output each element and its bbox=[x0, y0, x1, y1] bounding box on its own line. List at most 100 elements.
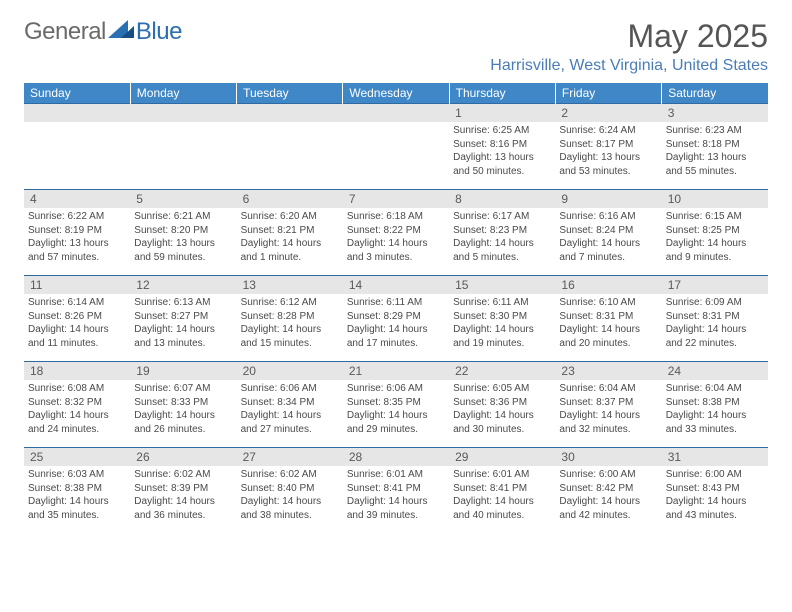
day-number: 7 bbox=[343, 190, 449, 208]
day-number: 23 bbox=[555, 362, 661, 380]
logo: General Blue bbox=[24, 18, 182, 46]
calendar-week-row: 1Sunrise: 6:25 AMSunset: 8:16 PMDaylight… bbox=[24, 104, 768, 190]
day-detail-line: Daylight: 13 hours and 57 minutes. bbox=[28, 237, 124, 264]
day-details bbox=[24, 122, 130, 126]
day-detail-line: Sunset: 8:25 PM bbox=[666, 224, 762, 238]
calendar-cell: 9Sunrise: 6:16 AMSunset: 8:24 PMDaylight… bbox=[555, 190, 661, 276]
day-detail-line: Sunset: 8:27 PM bbox=[134, 310, 230, 324]
calendar-cell: 30Sunrise: 6:00 AMSunset: 8:42 PMDayligh… bbox=[555, 448, 661, 534]
calendar-cell: 5Sunrise: 6:21 AMSunset: 8:20 PMDaylight… bbox=[130, 190, 236, 276]
day-number: 9 bbox=[555, 190, 661, 208]
calendar-cell: 20Sunrise: 6:06 AMSunset: 8:34 PMDayligh… bbox=[237, 362, 343, 448]
day-detail-line: Daylight: 14 hours and 43 minutes. bbox=[666, 495, 762, 522]
day-number: 30 bbox=[555, 448, 661, 466]
logo-text-2: Blue bbox=[136, 18, 182, 46]
day-detail-line: Sunrise: 6:08 AM bbox=[28, 382, 124, 396]
day-detail-line: Sunrise: 6:02 AM bbox=[134, 468, 230, 482]
calendar-week-row: 4Sunrise: 6:22 AMSunset: 8:19 PMDaylight… bbox=[24, 190, 768, 276]
calendar-cell bbox=[130, 104, 236, 190]
day-details: Sunrise: 6:12 AMSunset: 8:28 PMDaylight:… bbox=[237, 294, 343, 352]
day-detail-line: Daylight: 14 hours and 39 minutes. bbox=[347, 495, 443, 522]
day-detail-line: Sunrise: 6:07 AM bbox=[134, 382, 230, 396]
weekday-header: Friday bbox=[555, 83, 661, 104]
day-number: 25 bbox=[24, 448, 130, 466]
location-subtitle: Harrisville, West Virginia, United State… bbox=[490, 57, 768, 75]
day-details: Sunrise: 6:23 AMSunset: 8:18 PMDaylight:… bbox=[662, 122, 768, 180]
day-detail-line: Sunset: 8:20 PM bbox=[134, 224, 230, 238]
day-detail-line: Sunrise: 6:04 AM bbox=[559, 382, 655, 396]
day-detail-line: Sunrise: 6:25 AM bbox=[453, 124, 549, 138]
day-detail-line: Sunset: 8:38 PM bbox=[28, 482, 124, 496]
title-block: May 2025 Harrisville, West Virginia, Uni… bbox=[490, 18, 768, 75]
day-detail-line: Sunset: 8:31 PM bbox=[666, 310, 762, 324]
day-number bbox=[237, 104, 343, 122]
day-details: Sunrise: 6:04 AMSunset: 8:37 PMDaylight:… bbox=[555, 380, 661, 438]
day-number: 8 bbox=[449, 190, 555, 208]
calendar-cell: 15Sunrise: 6:11 AMSunset: 8:30 PMDayligh… bbox=[449, 276, 555, 362]
day-number: 5 bbox=[130, 190, 236, 208]
day-detail-line: Daylight: 14 hours and 9 minutes. bbox=[666, 237, 762, 264]
day-detail-line: Sunset: 8:37 PM bbox=[559, 396, 655, 410]
day-number: 3 bbox=[662, 104, 768, 122]
calendar-cell: 13Sunrise: 6:12 AMSunset: 8:28 PMDayligh… bbox=[237, 276, 343, 362]
day-detail-line: Daylight: 13 hours and 53 minutes. bbox=[559, 151, 655, 178]
day-number: 22 bbox=[449, 362, 555, 380]
day-number: 6 bbox=[237, 190, 343, 208]
day-detail-line: Daylight: 14 hours and 26 minutes. bbox=[134, 409, 230, 436]
calendar-cell: 3Sunrise: 6:23 AMSunset: 8:18 PMDaylight… bbox=[662, 104, 768, 190]
day-details: Sunrise: 6:02 AMSunset: 8:40 PMDaylight:… bbox=[237, 466, 343, 524]
day-details: Sunrise: 6:21 AMSunset: 8:20 PMDaylight:… bbox=[130, 208, 236, 266]
calendar-body: 1Sunrise: 6:25 AMSunset: 8:16 PMDaylight… bbox=[24, 104, 768, 534]
calendar-cell: 19Sunrise: 6:07 AMSunset: 8:33 PMDayligh… bbox=[130, 362, 236, 448]
day-detail-line: Sunset: 8:33 PM bbox=[134, 396, 230, 410]
day-detail-line: Sunset: 8:40 PM bbox=[241, 482, 337, 496]
day-detail-line: Sunset: 8:18 PM bbox=[666, 138, 762, 152]
day-details: Sunrise: 6:04 AMSunset: 8:38 PMDaylight:… bbox=[662, 380, 768, 438]
day-detail-line: Daylight: 14 hours and 20 minutes. bbox=[559, 323, 655, 350]
calendar-cell: 28Sunrise: 6:01 AMSunset: 8:41 PMDayligh… bbox=[343, 448, 449, 534]
day-detail-line: Daylight: 14 hours and 35 minutes. bbox=[28, 495, 124, 522]
logo-text-1: General bbox=[24, 18, 106, 46]
weekday-header: Sunday bbox=[24, 83, 130, 104]
day-detail-line: Sunrise: 6:18 AM bbox=[347, 210, 443, 224]
calendar-cell: 18Sunrise: 6:08 AMSunset: 8:32 PMDayligh… bbox=[24, 362, 130, 448]
day-detail-line: Sunrise: 6:13 AM bbox=[134, 296, 230, 310]
calendar-week-row: 25Sunrise: 6:03 AMSunset: 8:38 PMDayligh… bbox=[24, 448, 768, 534]
day-detail-line: Sunrise: 6:24 AM bbox=[559, 124, 655, 138]
day-details: Sunrise: 6:22 AMSunset: 8:19 PMDaylight:… bbox=[24, 208, 130, 266]
day-number bbox=[130, 104, 236, 122]
day-number: 14 bbox=[343, 276, 449, 294]
day-details: Sunrise: 6:00 AMSunset: 8:43 PMDaylight:… bbox=[662, 466, 768, 524]
day-detail-line: Daylight: 14 hours and 17 minutes. bbox=[347, 323, 443, 350]
day-number: 18 bbox=[24, 362, 130, 380]
day-detail-line: Daylight: 14 hours and 5 minutes. bbox=[453, 237, 549, 264]
day-details bbox=[237, 122, 343, 126]
day-detail-line: Daylight: 14 hours and 3 minutes. bbox=[347, 237, 443, 264]
calendar-cell bbox=[237, 104, 343, 190]
day-detail-line: Sunset: 8:28 PM bbox=[241, 310, 337, 324]
calendar-cell: 22Sunrise: 6:05 AMSunset: 8:36 PMDayligh… bbox=[449, 362, 555, 448]
day-detail-line: Daylight: 14 hours and 11 minutes. bbox=[28, 323, 124, 350]
calendar-cell: 16Sunrise: 6:10 AMSunset: 8:31 PMDayligh… bbox=[555, 276, 661, 362]
calendar-week-row: 11Sunrise: 6:14 AMSunset: 8:26 PMDayligh… bbox=[24, 276, 768, 362]
day-detail-line: Daylight: 14 hours and 36 minutes. bbox=[134, 495, 230, 522]
day-detail-line: Daylight: 13 hours and 50 minutes. bbox=[453, 151, 549, 178]
day-detail-line: Sunrise: 6:09 AM bbox=[666, 296, 762, 310]
page-title: May 2025 bbox=[490, 18, 768, 55]
day-detail-line: Daylight: 14 hours and 22 minutes. bbox=[666, 323, 762, 350]
day-detail-line: Sunset: 8:43 PM bbox=[666, 482, 762, 496]
day-number: 4 bbox=[24, 190, 130, 208]
calendar-cell: 29Sunrise: 6:01 AMSunset: 8:41 PMDayligh… bbox=[449, 448, 555, 534]
day-detail-line: Sunrise: 6:03 AM bbox=[28, 468, 124, 482]
day-detail-line: Daylight: 14 hours and 32 minutes. bbox=[559, 409, 655, 436]
day-detail-line: Daylight: 14 hours and 30 minutes. bbox=[453, 409, 549, 436]
calendar-table: SundayMondayTuesdayWednesdayThursdayFrid… bbox=[24, 83, 768, 534]
day-detail-line: Sunset: 8:31 PM bbox=[559, 310, 655, 324]
day-detail-line: Daylight: 13 hours and 55 minutes. bbox=[666, 151, 762, 178]
calendar-cell: 14Sunrise: 6:11 AMSunset: 8:29 PMDayligh… bbox=[343, 276, 449, 362]
header: General Blue May 2025 Harrisville, West … bbox=[24, 18, 768, 75]
day-details: Sunrise: 6:08 AMSunset: 8:32 PMDaylight:… bbox=[24, 380, 130, 438]
day-details: Sunrise: 6:18 AMSunset: 8:22 PMDaylight:… bbox=[343, 208, 449, 266]
day-detail-line: Sunset: 8:41 PM bbox=[453, 482, 549, 496]
calendar-cell: 25 Sunrise: 6:03 AMSunset: 8:38 PMDayligh… bbox=[24, 448, 130, 534]
